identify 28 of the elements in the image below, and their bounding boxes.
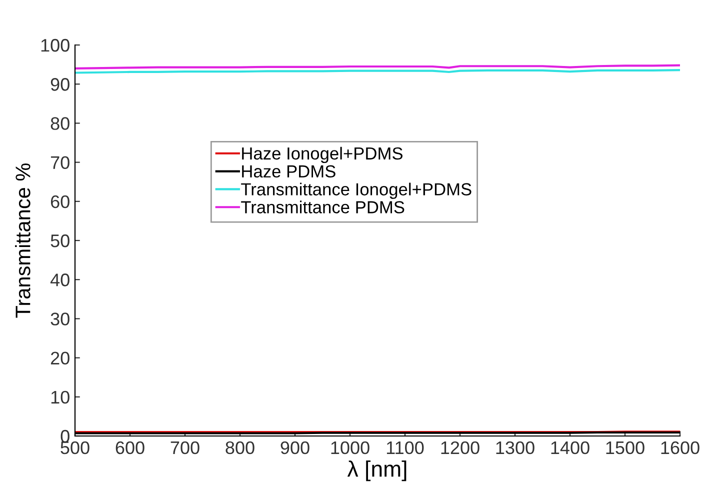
x-tick-label: 1300 — [496, 441, 534, 454]
x-tick-label: 600 — [116, 441, 144, 454]
legend-label: Transmittance Ionogel+PDMS — [241, 182, 472, 199]
legend-label: Transmittance PDMS — [241, 200, 404, 214]
legend-label: Haze Ionogel+PDMS — [242, 146, 402, 164]
x-tick-label: 1400 — [551, 441, 590, 454]
x-tick-label: 900 — [280, 441, 310, 454]
y-tick-label: 10 — [51, 390, 70, 404]
y-axis-title: Transmittance % — [15, 163, 30, 318]
y-tick-label: 40 — [50, 274, 70, 286]
x-tick-label: 1200 — [441, 441, 480, 454]
y-tick-label: 50 — [50, 234, 70, 248]
y-tick-label: 30 — [50, 312, 70, 326]
y-tick-label: 70 — [50, 156, 70, 170]
x-tick-label: 500 — [60, 441, 90, 454]
x-tick-label: 1500 — [606, 441, 644, 454]
y-tick-label: 60 — [50, 195, 70, 208]
y-tick-label: 20 — [50, 352, 70, 365]
x-tick-label: 1600 — [661, 441, 700, 454]
legend-label: Haze PDMS — [242, 165, 336, 178]
x-tick-label: 1100 — [386, 441, 424, 454]
x-tick-label: 1000 — [331, 441, 370, 454]
y-tick-label: 100 — [41, 38, 70, 52]
x-tick-label: 800 — [226, 441, 254, 454]
y-tick-label: 80 — [50, 117, 70, 130]
y-tick-label: 90 — [50, 78, 70, 91]
x-tick-label: 700 — [170, 441, 200, 454]
x-axis-title: λ [nm] — [347, 460, 406, 482]
